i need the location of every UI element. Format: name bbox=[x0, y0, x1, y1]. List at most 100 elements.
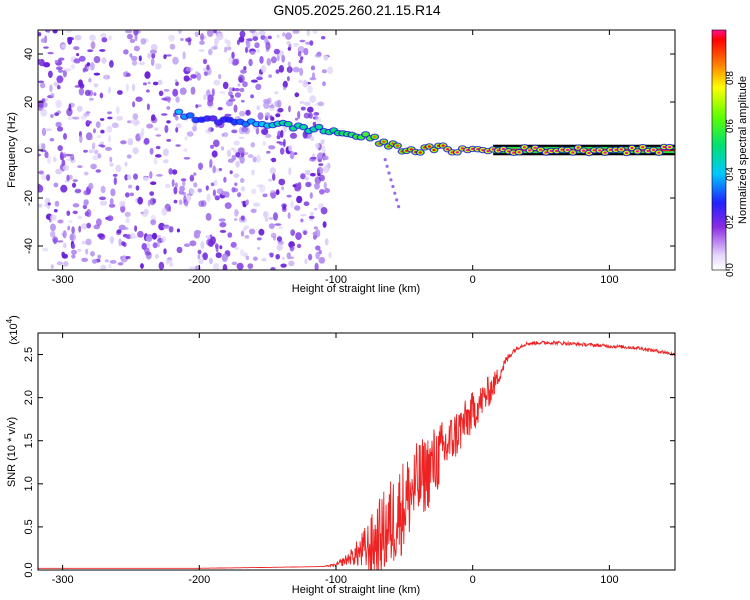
noise-dot bbox=[322, 81, 326, 87]
noise-dot bbox=[300, 214, 307, 217]
noise-dot bbox=[236, 262, 244, 270]
noise-dot bbox=[116, 106, 120, 114]
noise-dot bbox=[280, 147, 285, 155]
noise-dot bbox=[146, 103, 150, 111]
noise-dot bbox=[193, 172, 197, 176]
trace-tail-dot bbox=[393, 191, 397, 195]
noise-dot bbox=[54, 112, 59, 117]
noise-dot bbox=[77, 165, 83, 169]
noise-dot bbox=[93, 72, 101, 76]
noise-dot bbox=[74, 34, 82, 41]
noise-dot bbox=[205, 235, 210, 239]
noise-dot bbox=[175, 115, 179, 121]
noise-dot bbox=[256, 184, 264, 187]
noise-scatter bbox=[38, 30, 333, 270]
noise-dot bbox=[166, 139, 172, 142]
y-tick-label: 0 bbox=[23, 147, 35, 153]
noise-dot bbox=[219, 229, 227, 233]
noise-dot bbox=[99, 49, 106, 52]
trace-blob-core bbox=[215, 120, 222, 125]
noise-dot bbox=[73, 58, 81, 64]
noise-dot bbox=[275, 189, 280, 196]
noise-dot bbox=[304, 176, 310, 181]
trace-blob-peak bbox=[517, 151, 521, 154]
noise-dot bbox=[248, 228, 256, 235]
trace-blob-peak bbox=[565, 148, 570, 151]
noise-dot bbox=[222, 81, 229, 90]
noise-dot bbox=[169, 262, 174, 267]
noise-dot bbox=[320, 207, 328, 215]
noise-dot bbox=[150, 43, 158, 51]
noise-dot bbox=[117, 90, 123, 95]
noise-dot bbox=[304, 101, 311, 106]
noise-dot bbox=[292, 66, 300, 73]
noise-dot bbox=[109, 236, 115, 243]
noise-dot bbox=[227, 232, 233, 238]
noise-dot bbox=[221, 191, 229, 196]
noise-dot bbox=[85, 248, 89, 255]
trace-tail-dot bbox=[387, 171, 391, 175]
trace-blob-peak bbox=[560, 148, 564, 151]
noise-dot bbox=[186, 131, 194, 137]
noise-dot bbox=[55, 168, 62, 175]
noise-dot bbox=[238, 126, 246, 135]
noise-dot bbox=[88, 149, 94, 154]
noise-dot bbox=[243, 66, 247, 71]
noise-dot bbox=[310, 136, 315, 142]
noise-dot bbox=[88, 182, 94, 190]
noise-dot bbox=[101, 37, 108, 43]
noise-dot bbox=[52, 236, 58, 243]
noise-dot bbox=[175, 127, 179, 133]
noise-dot bbox=[157, 240, 161, 248]
trace-blob-peak bbox=[544, 151, 548, 154]
y-tick-label: 0.5 bbox=[23, 519, 35, 534]
noise-dot bbox=[131, 60, 138, 66]
noise-dot bbox=[92, 155, 99, 161]
noise-dot bbox=[289, 151, 295, 160]
noise-dot bbox=[145, 234, 153, 242]
noise-dot bbox=[149, 171, 153, 179]
noise-dot bbox=[196, 72, 202, 81]
noise-dot bbox=[123, 71, 130, 78]
noise-dot bbox=[285, 32, 292, 40]
noise-dot bbox=[264, 112, 271, 119]
noise-dot bbox=[88, 78, 92, 83]
noise-dot bbox=[73, 46, 80, 51]
noise-dot bbox=[280, 129, 284, 138]
noise-dot bbox=[321, 145, 326, 154]
noise-dot bbox=[282, 32, 286, 37]
noise-dot bbox=[297, 110, 301, 120]
noise-dot bbox=[126, 33, 133, 40]
noise-dot bbox=[224, 46, 228, 53]
noise-dot bbox=[54, 200, 60, 207]
trace-blob-peak bbox=[386, 145, 390, 148]
trace-blob-peak bbox=[395, 144, 400, 147]
noise-dot bbox=[274, 223, 282, 226]
noise-dot bbox=[86, 120, 92, 125]
noise-dot bbox=[38, 80, 45, 84]
noise-dot bbox=[149, 191, 155, 197]
noise-dot bbox=[261, 257, 267, 262]
noise-dot bbox=[273, 212, 278, 221]
noise-dot bbox=[46, 30, 51, 34]
noise-dot bbox=[235, 160, 240, 168]
noise-dot bbox=[158, 90, 164, 97]
noise-dot bbox=[206, 238, 214, 247]
noise-dot bbox=[275, 254, 281, 260]
noise-dot bbox=[244, 225, 250, 230]
noise-dot bbox=[56, 240, 64, 243]
noise-dot bbox=[315, 142, 320, 149]
noise-dot bbox=[81, 257, 88, 262]
noise-dot bbox=[129, 192, 134, 197]
noise-dot bbox=[123, 49, 129, 55]
noise-dot bbox=[125, 192, 130, 198]
trace-blob-core bbox=[209, 116, 217, 121]
noise-dot bbox=[56, 126, 64, 132]
noise-dot bbox=[320, 256, 325, 263]
noise-dot bbox=[224, 202, 232, 210]
noise-dot bbox=[137, 230, 144, 238]
noise-dot bbox=[63, 261, 69, 267]
noise-dot bbox=[40, 82, 46, 89]
